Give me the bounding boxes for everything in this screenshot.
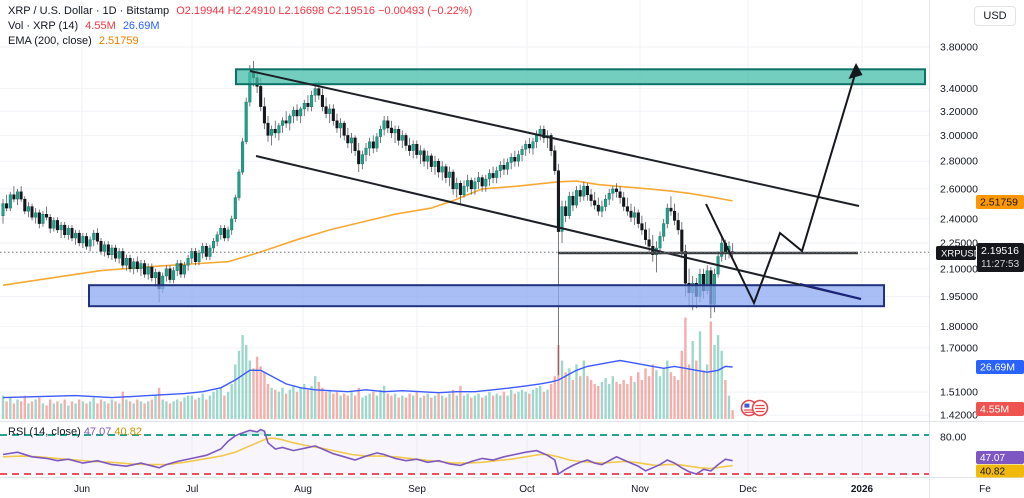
rsi-legend-row[interactable]: RSI (14, close) 47.07 40.82 [8,426,142,438]
volume-ma-line [2,359,733,399]
volume-indicator-label: Vol · XRP (14) [8,20,79,32]
time-axis-labels: Jun Jul Aug Sep Oct Nov Dec 2026 Fe [74,484,991,495]
svg-text:3.20000: 3.20000 [940,106,978,118]
currency-pair-flags-icon [740,399,769,417]
ohlc-values: O2.19944 H2.24910 L2.16698 C2.19516 −0.0… [176,5,473,17]
svg-text:1.51000: 1.51000 [940,387,978,399]
ema-legend-row: EMA (200, close) 2.51759 [8,34,476,49]
candlesticks [1,61,735,376]
svg-text:2026: 2026 [851,484,874,495]
svg-text:11:27:53: 11:27:53 [981,259,1020,270]
rsi-value: 47.07 [83,426,112,438]
volume-legend-row: Vol · XRP (14) 4.55M 26.69M [8,19,476,34]
ema-indicator-label: EMA (200, close) [8,35,92,47]
svg-text:26.69M: 26.69M [980,362,1015,374]
rsi-pane[interactable] [0,428,929,476]
svg-text:Sep: Sep [408,484,426,495]
volume-badge [976,402,1024,416]
ema-200-line [2,180,733,286]
volume-ma-badge [976,360,1024,374]
price-pane[interactable] [0,0,929,477]
lower-descending-trendline[interactable] [255,155,862,300]
upper-descending-trendline[interactable] [249,70,860,207]
ema-value: 2.51759 [98,35,139,47]
rsi-ma-value: 40.82 [114,426,142,438]
svg-text:1.80000: 1.80000 [940,321,978,333]
svg-text:3.00000: 3.00000 [940,130,978,142]
rsi-line [2,428,733,476]
rsi-ma-badge [976,464,1024,478]
current-price-badge [977,243,1024,272]
symbol-legend-row: XRP / U.S. Dollar · 1D · Bitstamp O2.199… [8,4,476,19]
trendline-blue-segment [799,283,862,300]
svg-text:1.42000: 1.42000 [940,410,978,422]
volume-value: 4.55M [85,20,116,32]
svg-text:3.40000: 3.40000 [940,83,978,95]
svg-text:Dec: Dec [739,484,757,495]
currency-toggle-button[interactable]: USD [974,6,1016,26]
svg-text:2.80000: 2.80000 [940,156,978,168]
svg-text:2.40000: 2.40000 [940,213,978,225]
symbol-title: XRP / U.S. Dollar · 1D · Bitstamp [8,5,170,17]
rsi-badge [976,451,1024,464]
svg-text:2.60000: 2.60000 [940,183,978,195]
price-axis-labels: 3.80000 3.40000 3.20000 3.00000 2.80000 2.600… [940,42,978,444]
volume-ma-value: 26.69M [122,20,160,32]
svg-text:80.00: 80.00 [940,432,966,444]
rsi-overbought-fill [237,429,266,435]
svg-text:3.80000: 3.80000 [940,42,978,54]
svg-text:4.55M: 4.55M [980,404,1009,416]
svg-text:Oct: Oct [519,484,535,495]
svg-text:Jul: Jul [186,484,199,495]
svg-text:40.82: 40.82 [980,467,1005,478]
svg-text:1.95000: 1.95000 [940,291,978,303]
chart-legend[interactable]: XRP / U.S. Dollar · 1D · Bitstamp O2.199… [8,4,476,49]
symbol-chip [936,246,976,260]
price-projection-path[interactable] [705,70,857,306]
arrow-head-icon [848,63,863,79]
svg-text:2.19516: 2.19516 [981,245,1019,257]
volume-bars [1,317,734,420]
svg-text:2.10000: 2.10000 [940,263,978,275]
time-axis[interactable] [0,478,1024,498]
svg-text:1.70000: 1.70000 [940,342,978,354]
svg-text:Aug: Aug [294,484,312,495]
svg-text:47.07: 47.07 [980,453,1005,464]
svg-text:XRPUSD: XRPUSD [941,249,981,260]
svg-text:Fe: Fe [979,484,991,495]
svg-text:Jun: Jun [74,484,90,495]
ema-price-badge [976,195,1024,209]
svg-text:2.51759: 2.51759 [980,197,1018,209]
rsi-indicator-label: RSI (14, close) [8,426,81,438]
support-zone[interactable] [88,284,885,308]
svg-text:Nov: Nov [631,484,649,495]
resistance-zone[interactable] [235,68,926,86]
